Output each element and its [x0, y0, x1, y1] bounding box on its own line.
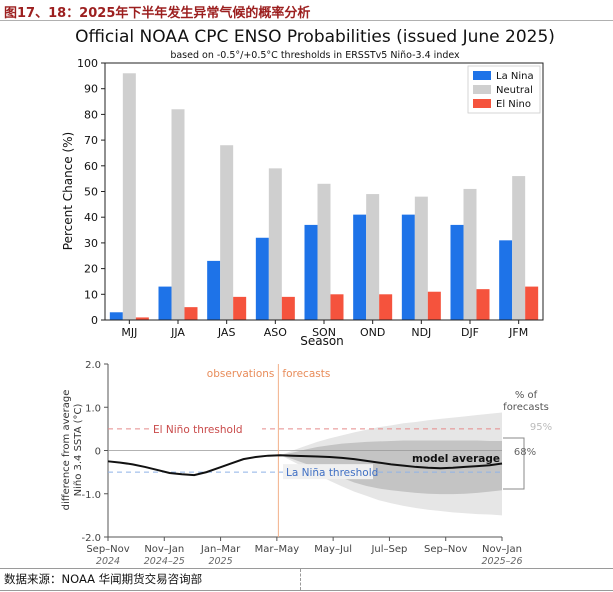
x-tick-label: JAS	[217, 326, 236, 339]
y-tick-label: 80	[84, 108, 98, 121]
footer-separator	[300, 569, 302, 590]
figure-title: 图17、18：2025年下半年发生异常气候的概率分析	[4, 6, 311, 21]
el-nino-threshold-label: El Niño threshold	[153, 424, 243, 436]
bar-neutral-SON	[317, 183, 331, 320]
y-tick-label: 10	[84, 288, 98, 301]
legend-swatch	[473, 71, 491, 80]
source-note: 数据来源：NOAA 华闻期货交易咨询部	[4, 572, 203, 586]
x-tick-label: ASO	[264, 326, 288, 339]
el-nino-label-bg	[150, 420, 262, 436]
x-tick-label: NDJ	[411, 326, 431, 339]
y-tick-label: 90	[84, 83, 98, 96]
x-tick-label: SON	[312, 326, 336, 339]
x-tick-label: Sep–Nov	[86, 544, 129, 555]
y-tick-label: 20	[84, 263, 98, 276]
y-axis-label-line2: Niño 3.4 SSTA (°C)	[73, 404, 84, 497]
x-axis-label: Season	[300, 334, 344, 348]
legend: La Nina Neutral El Nino	[467, 65, 541, 114]
x-tick-label: Sep–Nov	[424, 544, 467, 555]
y-axis-label-line1: difference from average	[61, 390, 72, 511]
y-tick-label: 0	[91, 314, 98, 327]
bar-la-nina-OND	[353, 214, 367, 320]
bar-la-nina-SON	[304, 224, 318, 320]
y-tick-label: 30	[84, 237, 98, 250]
x-tick-label: Jan–Mar	[200, 544, 241, 555]
observations-label: observations	[207, 368, 275, 380]
y-tick-label: 1.0	[85, 403, 101, 414]
x-tick-year-label: 2025	[208, 556, 232, 566]
y-tick-label: -2.0	[81, 533, 101, 544]
legend-swatch	[473, 99, 491, 108]
y-tick-label: 70	[84, 134, 98, 147]
bar-la-nina-JFM	[499, 240, 513, 320]
la-nina-threshold-label: La Niña threshold	[286, 467, 378, 479]
x-tick-label: Nov–Jan	[144, 544, 184, 555]
top-rule	[0, 20, 613, 21]
confidence-95-label: 95%	[530, 422, 552, 433]
bar-neutral-ASO	[268, 168, 282, 320]
chart-title: Official NOAA CPC ENSO Probabilities (is…	[75, 27, 555, 47]
legend-label: La Nina	[496, 71, 534, 82]
bar-neutral-JFM	[512, 176, 526, 320]
confidence-68-bracket	[503, 437, 525, 490]
x-tick-label: Nov–Jan	[482, 544, 522, 555]
bar-la-nina-JJA	[158, 286, 172, 320]
y-tick-label: 40	[84, 211, 98, 224]
x-tick-label: MJJ	[121, 326, 137, 339]
confidence-title-line1: % of	[515, 390, 538, 401]
x-tick-label: JFM	[508, 326, 528, 339]
legend-swatch	[473, 85, 491, 94]
bar-el-nino-JAS	[233, 296, 247, 320]
bar-la-nina-MJJ	[109, 312, 123, 320]
x-tick-label: OND	[360, 326, 385, 339]
bar-neutral-DJF	[463, 188, 477, 320]
y-tick-label: 0	[95, 447, 101, 458]
x-tick-label: JJA	[170, 326, 185, 339]
forecasts-label: forecasts	[282, 368, 330, 380]
bar-el-nino-MJJ	[135, 317, 149, 320]
nino34-forecast-plume-chart: -2.0 -1.0 0 1.0 2.0 El Niño threshold La Niña …	[61, 360, 552, 566]
bar-el-nino-SON	[330, 294, 344, 320]
x-tick-year-label: 2024–25	[144, 556, 185, 566]
bar-el-nino-JFM	[525, 286, 539, 320]
legend-label: Neutral	[496, 85, 533, 96]
bar-neutral-JJA	[171, 109, 185, 320]
footer-bottom-rule	[0, 590, 613, 591]
y-tick-label: 100	[77, 57, 98, 70]
y-tick-label: 50	[84, 186, 98, 199]
bar-la-nina-NDJ	[401, 214, 415, 320]
bar-el-nino-JJA	[184, 307, 198, 320]
y-axis-label: Percent Chance (%)	[61, 132, 75, 250]
confidence-68-label: 68%	[514, 447, 536, 458]
bar-neutral-JAS	[220, 145, 234, 320]
legend-label: El Nino	[496, 99, 531, 110]
y-tick-label: -1.0	[81, 490, 101, 501]
model-average-label: model average	[412, 453, 500, 465]
footer-rule	[0, 568, 613, 569]
bar-el-nino-NDJ	[427, 291, 441, 320]
bar-la-nina-DJF	[450, 224, 464, 320]
x-tick-year-label: 2024	[96, 556, 120, 566]
chart-subtitle: based on -0.5°/+0.5°C thresholds in ERSS…	[170, 50, 460, 61]
bar-neutral-MJJ	[122, 73, 136, 320]
la-nina-label-bg	[283, 464, 373, 480]
x-tick-year-label: 2025–26	[481, 556, 522, 566]
x-tick-label: Jul–Sep	[370, 544, 407, 555]
y-tick-label: 60	[84, 160, 98, 173]
bar-el-nino-ASO	[281, 296, 295, 320]
bar-la-nina-JAS	[207, 260, 221, 320]
y-tick-label: 2.0	[85, 360, 101, 371]
bar-el-nino-DJF	[476, 289, 490, 320]
model-average-line	[107, 454, 503, 477]
x-tick-label: Mar–May	[255, 544, 300, 555]
enso-probability-bar-chart: Official NOAA CPC ENSO Probabilities (is…	[61, 27, 555, 348]
bar-la-nina-ASO	[255, 237, 269, 320]
confidence-band-68	[280, 440, 502, 495]
confidence-title-line2: forecasts	[503, 402, 549, 413]
bar-el-nino-OND	[379, 294, 393, 320]
x-tick-label: May–Jul	[314, 544, 352, 555]
bar-neutral-OND	[366, 194, 380, 320]
x-tick-label: DJF	[461, 326, 479, 339]
bar-neutral-NDJ	[414, 196, 428, 320]
